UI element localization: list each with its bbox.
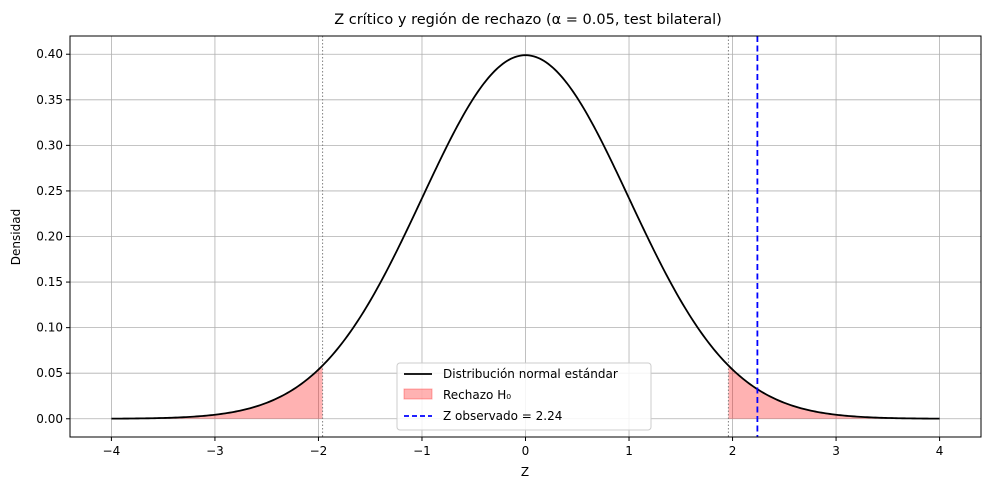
normal-curve-line xyxy=(111,54,940,420)
y-tick-label: 0.40 xyxy=(36,47,63,61)
critical-lines xyxy=(322,36,729,437)
x-tick-label: 3 xyxy=(832,444,840,458)
legend-swatch-rejection xyxy=(403,388,433,400)
legend-label-rejection: Rechazo H₀ xyxy=(443,388,511,402)
y-tick-label: 0.00 xyxy=(36,412,63,426)
x-tick-label: 1 xyxy=(625,444,633,458)
y-tick-label: 0.30 xyxy=(36,138,63,152)
rejection-region xyxy=(111,365,940,419)
y-axis-ticks: 0.00 0.05 0.10 0.15 0.20 0.25 0.30 0.35 0.40 xyxy=(36,47,70,426)
normal-curve xyxy=(111,54,940,420)
legend-box xyxy=(396,362,652,431)
rejection-tail-right xyxy=(728,365,940,419)
x-axis-label: Z xyxy=(521,465,529,479)
y-tick-label: 0.35 xyxy=(36,93,63,107)
y-axis-label: Densidad xyxy=(9,209,23,265)
y-tick-label: 0.20 xyxy=(36,230,63,244)
x-tick-label: −2 xyxy=(310,444,328,458)
y-tick-label: 0.10 xyxy=(36,321,63,335)
x-tick-label: 0 xyxy=(522,444,530,458)
y-tick-label: 0.05 xyxy=(36,366,63,380)
rejection-tail-left xyxy=(111,365,323,419)
x-tick-label: 2 xyxy=(729,444,737,458)
x-tick-label: −1 xyxy=(413,444,431,458)
legend: Distribución normal estándar Rechazo H₀ … xyxy=(396,362,652,431)
y-tick-label: 0.25 xyxy=(36,184,63,198)
x-tick-label: 4 xyxy=(936,444,944,458)
legend-label-observed: Z observado = 2.24 xyxy=(443,409,562,423)
legend-label-curve: Distribución normal estándar xyxy=(443,367,618,381)
x-axis-ticks: −4 −3 −2 −1 0 1 2 3 4 xyxy=(103,437,944,458)
x-tick-label: −4 xyxy=(103,444,121,458)
x-tick-label: −3 xyxy=(206,444,224,458)
chart-title: Z crítico y región de rechazo (α = 0.05,… xyxy=(334,12,722,28)
y-tick-label: 0.15 xyxy=(36,275,63,289)
